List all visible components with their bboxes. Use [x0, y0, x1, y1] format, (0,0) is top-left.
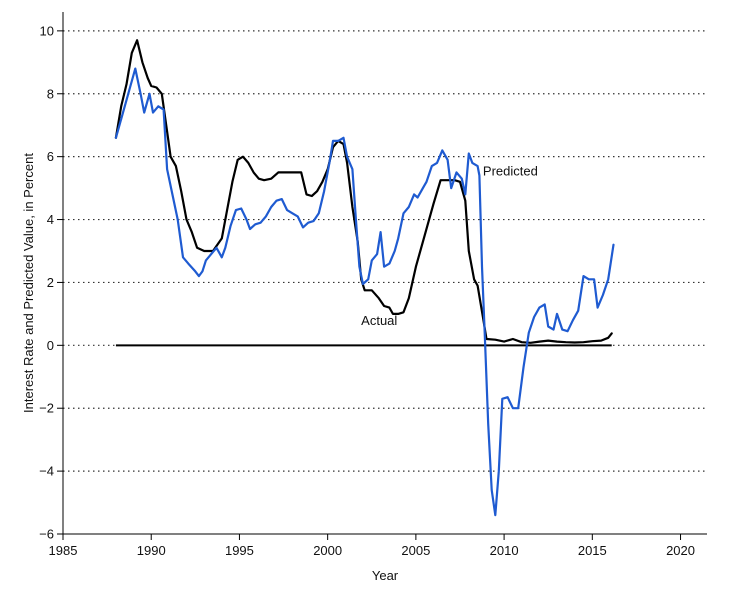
x-tick-label: 2005 — [401, 543, 430, 558]
annotation-predicted: Predicted — [483, 164, 538, 179]
x-tick-label: 2010 — [490, 543, 519, 558]
y-tick-label: −2 — [39, 401, 54, 416]
y-tick-label: 2 — [47, 275, 54, 290]
axes — [57, 12, 707, 540]
y-tick-label: 10 — [40, 23, 54, 38]
x-tick-label: 2000 — [313, 543, 342, 558]
x-tick-label: 1990 — [137, 543, 166, 558]
x-tick-label: 1995 — [225, 543, 254, 558]
x-tick-label: 2020 — [666, 543, 695, 558]
annotation-actual: Actual — [361, 313, 397, 328]
x-tick-label: 2015 — [578, 543, 607, 558]
series-line-predicted — [114, 67, 615, 517]
series-lines — [114, 39, 615, 517]
y-tick-label: 0 — [47, 338, 54, 353]
x-axis-title: Year — [372, 568, 399, 583]
y-tick-label: −4 — [39, 464, 54, 479]
y-tick-label: −6 — [39, 527, 54, 542]
y-tick-label: 6 — [47, 149, 54, 164]
x-tick-label: 1985 — [49, 543, 78, 558]
gridlines — [63, 30, 707, 472]
y-tick-label: 8 — [47, 86, 54, 101]
y-tick-label: 4 — [47, 212, 54, 227]
series-line-actual — [114, 39, 613, 344]
y-axis-title: Interest Rate and Predicted Value, in Pe… — [21, 153, 36, 413]
chart-labels: Year Interest Rate and Predicted Value, … — [21, 23, 695, 583]
